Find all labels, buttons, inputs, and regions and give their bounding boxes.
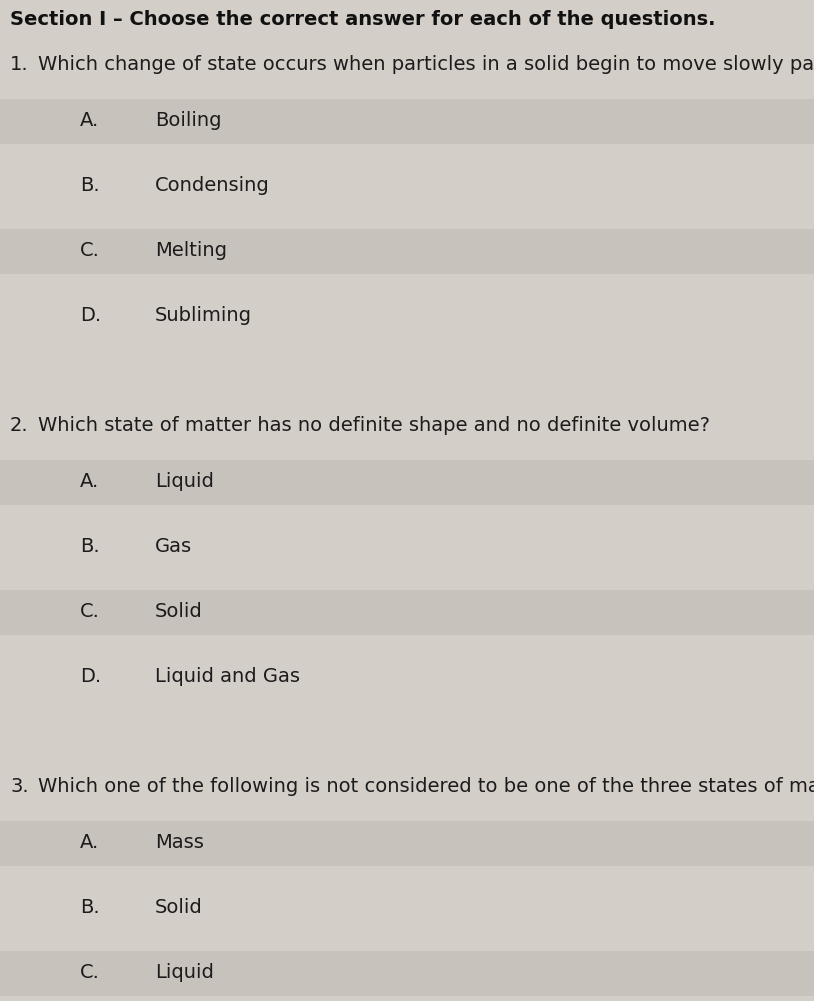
Text: 1.: 1. <box>10 55 28 74</box>
Text: Melting: Melting <box>155 241 227 260</box>
Text: Boiling: Boiling <box>155 111 221 130</box>
Text: Which state of matter has no definite shape and no definite volume?: Which state of matter has no definite sh… <box>38 416 710 435</box>
Text: Condensing: Condensing <box>155 176 269 195</box>
Text: Subliming: Subliming <box>155 306 252 325</box>
Text: A.: A. <box>80 111 99 130</box>
Text: Solid: Solid <box>155 898 203 917</box>
Text: Gas: Gas <box>155 537 192 556</box>
Text: Which one of the following is not considered to be one of the three states of ma: Which one of the following is not consid… <box>38 777 814 796</box>
Text: A.: A. <box>80 472 99 491</box>
Text: C.: C. <box>80 241 100 260</box>
Text: A.: A. <box>80 833 99 852</box>
Text: B.: B. <box>80 898 99 917</box>
Bar <box>0 821 814 866</box>
Bar <box>0 590 814 635</box>
Text: 2.: 2. <box>10 416 28 435</box>
Text: C.: C. <box>80 963 100 982</box>
Text: D.: D. <box>80 667 101 686</box>
Text: Liquid: Liquid <box>155 963 214 982</box>
Text: C.: C. <box>80 602 100 621</box>
Bar <box>0 951 814 996</box>
Text: 3.: 3. <box>10 777 28 796</box>
Text: Section I – Choose the correct answer for each of the questions.: Section I – Choose the correct answer fo… <box>10 10 716 29</box>
Text: Liquid and Gas: Liquid and Gas <box>155 667 300 686</box>
Text: B.: B. <box>80 176 99 195</box>
Text: Solid: Solid <box>155 602 203 621</box>
Text: Mass: Mass <box>155 833 204 852</box>
Bar <box>0 98 814 143</box>
Bar <box>0 228 814 273</box>
Text: D.: D. <box>80 306 101 325</box>
Bar <box>0 459 814 505</box>
Text: Liquid: Liquid <box>155 472 214 491</box>
Text: B.: B. <box>80 537 99 556</box>
Text: Which change of state occurs when particles in a solid begin to move slowly past: Which change of state occurs when partic… <box>38 55 814 74</box>
